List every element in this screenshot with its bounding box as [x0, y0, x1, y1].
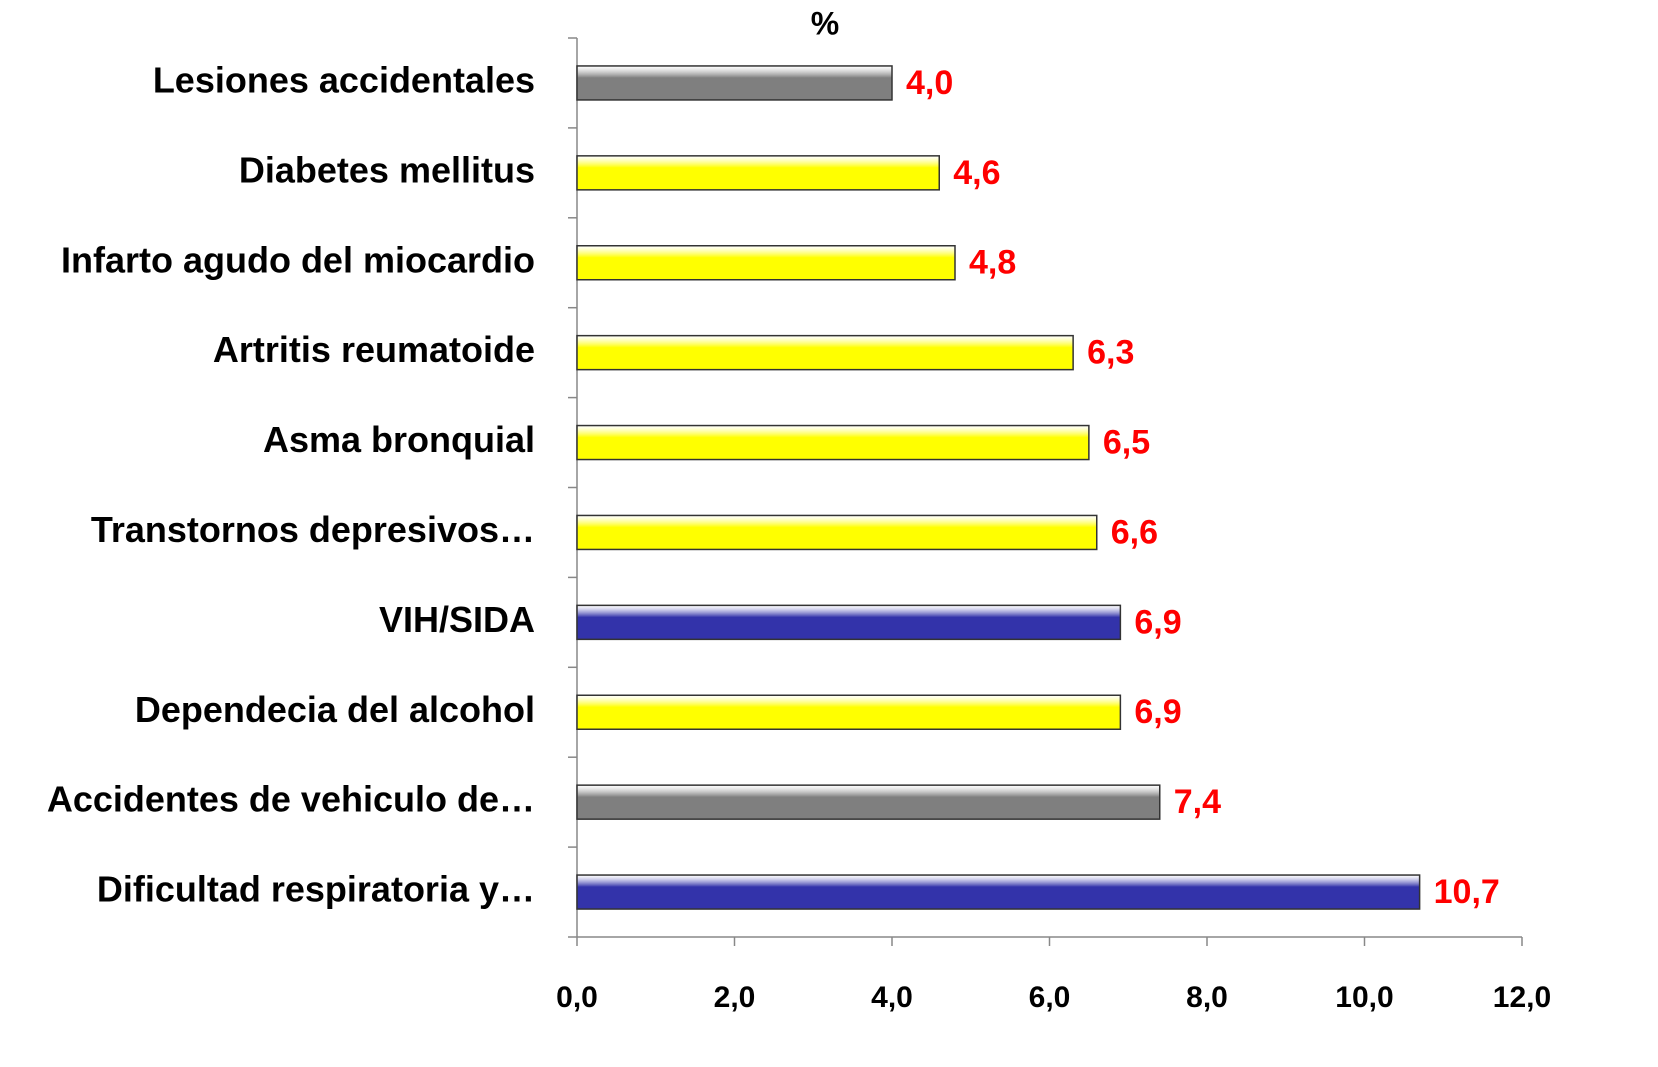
bar: [576, 65, 893, 101]
x-tick-label: 0,0: [556, 981, 598, 1014]
bar: [576, 245, 956, 281]
bar: [576, 604, 1122, 641]
value-label: 10,7: [1434, 873, 1500, 911]
value-label: 4,6: [953, 154, 1000, 192]
category-label: VIH/SIDA: [379, 599, 535, 640]
value-label: 6,9: [1134, 693, 1181, 731]
bar: [576, 874, 1421, 910]
x-tick-label: 8,0: [1186, 981, 1228, 1014]
x-tick-label: 4,0: [871, 981, 913, 1014]
bar: [576, 784, 1161, 820]
bar: [576, 424, 1090, 461]
x-tick-label: 6,0: [1029, 981, 1071, 1014]
x-tick-label: 12,0: [1493, 981, 1551, 1014]
category-label: Artritis reumatoide: [213, 329, 535, 370]
category-label: Dificultad respiratoria y…: [97, 869, 535, 910]
category-label: Transtornos depresivos…: [91, 509, 535, 550]
category-label: Diabetes mellitus: [239, 149, 535, 190]
x-tick-label: 10,0: [1335, 981, 1393, 1014]
x-tick-label: 2,0: [714, 981, 756, 1014]
value-label: 4,0: [906, 64, 953, 102]
bar: [576, 334, 1074, 371]
value-label: 6,5: [1103, 424, 1150, 462]
bar: [576, 514, 1098, 551]
category-label: Accidentes de vehiculo de…: [47, 779, 535, 820]
bar: [576, 694, 1122, 730]
category-label: Lesiones accidentales: [153, 59, 535, 100]
value-label: 4,8: [969, 244, 1016, 282]
category-label: Infarto agudo del miocardio: [61, 239, 535, 280]
value-label: 6,9: [1134, 603, 1181, 641]
value-label: 6,6: [1111, 513, 1158, 551]
value-label: 6,3: [1087, 334, 1134, 372]
chart-title: %: [811, 5, 839, 41]
category-label: Dependecia del alcohol: [135, 689, 535, 730]
bar: [576, 155, 940, 191]
category-label: Asma bronquial: [263, 419, 535, 460]
value-label: 7,4: [1174, 783, 1221, 821]
